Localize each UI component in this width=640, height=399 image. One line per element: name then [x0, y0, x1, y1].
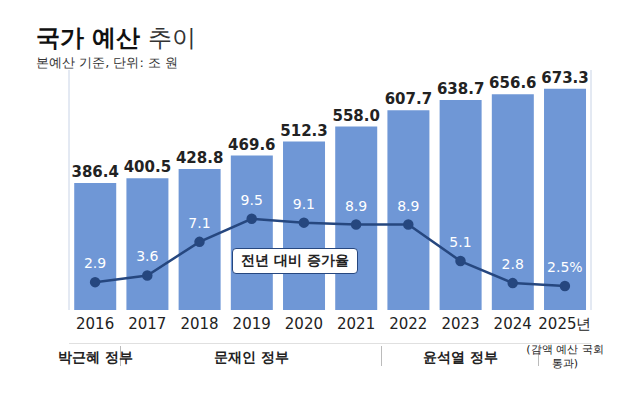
svg-text:2016: 2016: [76, 315, 114, 333]
svg-text:469.6: 469.6: [228, 136, 275, 154]
svg-text:673.3: 673.3: [541, 69, 588, 87]
svg-text:638.7: 638.7: [437, 80, 484, 98]
svg-text:428.8: 428.8: [176, 149, 223, 167]
html-text:국가 예산추이: 국가 예산추이: [36, 24, 196, 52]
svg-text:400.5: 400.5: [124, 158, 171, 176]
svg-text:2018: 2018: [180, 315, 218, 333]
html-text:본예산 기준, 단위: 조 원: 본예산 기준, 단위: 조 원: [36, 55, 178, 70]
svg-text:386.4: 386.4: [71, 163, 118, 181]
html-text:(감액 예산 국회통과): (감액 예산 국회통과): [526, 343, 604, 370]
svg-text:8.9: 8.9: [397, 198, 419, 214]
svg-text:2025년: 2025년: [538, 315, 591, 333]
svg-text:7.1: 7.1: [188, 215, 210, 231]
html-text:문재인 정부: 문재인 정부: [214, 349, 290, 365]
svg-text:607.7: 607.7: [385, 90, 432, 108]
svg-text:2.9: 2.9: [84, 255, 106, 271]
svg-text:2023: 2023: [441, 315, 479, 333]
svg-text:2020: 2020: [285, 315, 323, 333]
svg-text:9.5: 9.5: [241, 192, 263, 208]
svg-text:512.3: 512.3: [280, 122, 327, 140]
svg-text:5.1: 5.1: [449, 234, 471, 250]
html-text:전년 대비 증가율: 전년 대비 증가율: [241, 252, 349, 268]
svg-text:2.8: 2.8: [502, 256, 524, 272]
svg-text:2.5%: 2.5%: [547, 259, 583, 275]
svg-text:2021: 2021: [337, 315, 375, 333]
svg-text:2019: 2019: [233, 315, 271, 333]
svg-text:8.9: 8.9: [345, 198, 367, 214]
html-text:박근혜 정부: 박근혜 정부: [57, 349, 133, 365]
svg-text:558.0: 558.0: [332, 107, 379, 125]
svg-text:3.6: 3.6: [136, 248, 158, 264]
svg-text:2022: 2022: [389, 315, 427, 333]
html-text:윤석열 정부: 윤석열 정부: [423, 349, 498, 365]
svg-text:656.6: 656.6: [489, 74, 536, 92]
svg-text:2017: 2017: [128, 315, 166, 333]
svg-text:9.1: 9.1: [293, 196, 315, 212]
svg-text:2024: 2024: [494, 315, 532, 333]
